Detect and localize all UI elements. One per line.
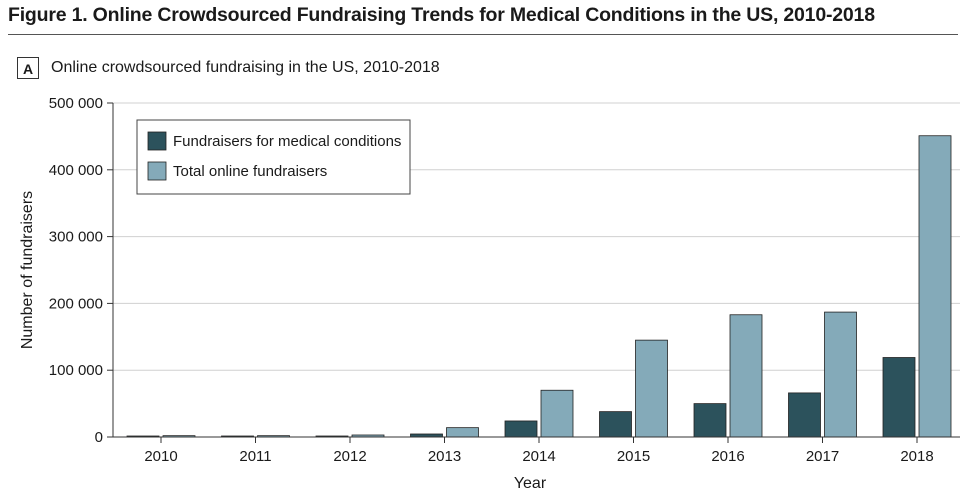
legend-swatch-total [147,161,167,181]
bar-medical-2015 [599,411,632,438]
x-tick-labels: 2010 2011 2012 2013 2014 2015 2016 2017 2018 [144,448,933,465]
axes [107,102,960,443]
legend-box [136,119,411,195]
x-tick-label: 2016 [711,448,744,465]
y-tick-label: 300 000 [49,229,103,246]
legend-label-total: Total online fundraisers [173,163,327,180]
x-tick-label: 2018 [900,448,933,465]
legend-label-medical: Fundraisers for medical conditions [173,133,401,150]
x-tick-label: 2010 [144,448,177,465]
y-tick-label: 100 000 [49,362,103,379]
y-tick-label: 500 000 [49,95,103,112]
bar-medical-2014 [504,420,538,438]
bar-total-2017 [824,311,857,438]
x-tick-label: 2017 [806,448,839,465]
bars [126,135,952,438]
y-axis-label: Number of fundraisers [19,191,36,349]
title-divider [8,34,958,35]
legend: Fundraisers for medical conditions Total… [136,119,411,195]
x-tick-label: 2012 [333,448,366,465]
legend-swatch-medical [147,131,167,151]
y-tick-labels: 0 100 000 200 000 300 000 400 000 500 000 [49,95,103,446]
figure-title: Figure 1. Online Crowdsourced Fundraisin… [8,4,875,26]
bar-total-2013 [446,427,479,438]
bar-medical-2017 [788,392,821,438]
y-tick-label: 400 000 [49,162,103,179]
panel-letter: A [17,57,39,79]
x-tick-label: 2015 [617,448,650,465]
x-tick-label: 2011 [239,448,271,465]
y-tick-label: 0 [95,429,103,446]
y-tick-label: 200 000 [49,295,103,312]
bar-total-2014 [540,389,574,438]
bar-medical-2016 [693,403,727,438]
bar-total-2015 [635,339,668,438]
panel-title: Online crowdsourced fundraising in the U… [51,59,440,76]
x-tick-label: 2014 [522,448,555,465]
bar-medical-2018 [882,357,916,438]
bar-total-2018 [918,135,952,438]
x-tick-label: 2013 [428,448,461,465]
x-axis-label: Year [514,475,547,492]
bar-total-2016 [729,314,763,438]
